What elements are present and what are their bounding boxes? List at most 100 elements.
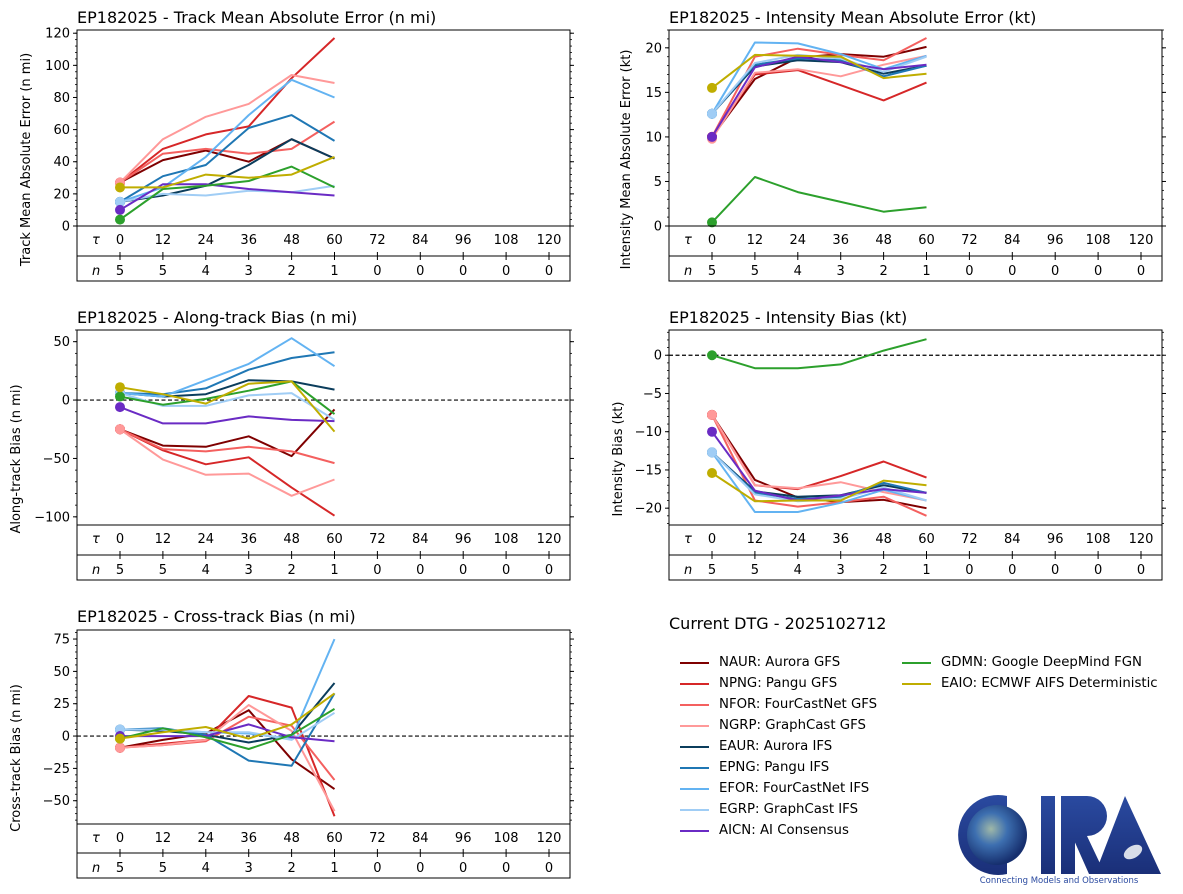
chart-title: EP182025 - Intensity Mean Absolute Error…	[669, 8, 1036, 27]
tau-tick-label: 96	[1047, 233, 1064, 248]
series-marker-aicn	[707, 426, 717, 437]
tau-axis-label: τ	[92, 831, 100, 846]
n-count-value: 5	[751, 563, 759, 578]
tau-tick-label: 0	[116, 831, 124, 846]
series-line-npng	[119, 37, 336, 184]
tau-tick-label: 108	[1086, 233, 1111, 248]
y-tick-label: 120	[45, 27, 70, 42]
legend-label: EPNG: Pangu IFS	[719, 760, 830, 775]
logo-letter-c	[958, 795, 1007, 875]
tau-tick-label: 12	[747, 532, 764, 547]
series-line-egrp	[119, 392, 336, 421]
n-count-value: 0	[459, 563, 467, 578]
tau-tick-label: 84	[412, 532, 429, 547]
legend-item-eaio: EAIO: ECMWF AIFS Deterministic	[902, 673, 1158, 694]
tau-tick-label: 84	[1004, 233, 1021, 248]
series-line-npng	[711, 69, 927, 138]
n-count-row	[668, 255, 1163, 282]
tau-tick-label: 48	[875, 233, 892, 248]
tau-tick-label: 36	[832, 233, 849, 248]
n-count-value: 4	[794, 563, 802, 578]
series-marker-aicn	[115, 402, 125, 413]
y-tick-label: 20	[53, 187, 70, 202]
n-count-value: 2	[287, 563, 295, 578]
series-line-ngrp	[119, 428, 335, 497]
legend-swatch	[680, 808, 709, 811]
series-marker-ngrp	[115, 742, 125, 753]
n-count-value: 4	[794, 264, 802, 279]
tau-tick-label: 96	[455, 831, 472, 846]
series-line-ngrp	[711, 54, 927, 140]
tau-axis-label: τ	[684, 233, 692, 248]
legend-item-eaur: EAUR: Aurora IFS	[680, 736, 877, 757]
n-count-value: 4	[202, 563, 210, 578]
n-count-value: 0	[1094, 563, 1102, 578]
series-marker-egrp	[707, 447, 717, 458]
tau-tick-label: 36	[240, 532, 257, 547]
legend-swatch	[902, 661, 931, 664]
legend-swatch	[680, 787, 709, 790]
tau-tick-label: 12	[747, 233, 764, 248]
tau-tick-label: 84	[1004, 532, 1021, 547]
series-marker-ngrp	[707, 409, 717, 420]
tau-axis-label: τ	[92, 233, 100, 248]
legend-swatch	[902, 682, 931, 685]
tau-tick-label: 24	[198, 233, 215, 248]
legend-item-aicn: AICN: AI Consensus	[680, 820, 877, 841]
tau-tick-label: 60	[918, 532, 935, 547]
legend-column-2: GDMN: Google DeepMind FGN EAIO: ECMWF AIF…	[902, 652, 1158, 694]
logo-letter-a	[1095, 796, 1161, 874]
n-count-value: 4	[202, 264, 210, 279]
n-count-value: 2	[879, 563, 887, 578]
series-line-nfor	[119, 428, 335, 465]
tau-tick-label: 60	[326, 532, 343, 547]
n-count-value: 0	[1094, 264, 1102, 279]
y-tick-label: −5	[643, 387, 662, 402]
n-count-value: 1	[922, 264, 930, 279]
n-count-value: 5	[159, 563, 167, 578]
n-count-value: 2	[287, 861, 295, 876]
y-tick-label: −50	[43, 452, 70, 467]
y-axis-label: Cross-track Bias (n mi)	[9, 684, 24, 832]
chart-panel-4: EP182025 - Intensity Bias (kt) Intensity …	[611, 308, 1166, 581]
logo-earth	[967, 805, 1027, 865]
series-marker-aicn	[707, 131, 717, 142]
tau-tick-label: 120	[1129, 233, 1154, 248]
series-marker-eaio	[707, 468, 717, 478]
series-line-ngrp	[119, 704, 336, 812]
y-tick-label: 10	[645, 130, 662, 145]
logo-letter-r	[1061, 796, 1107, 874]
series-marker-gdmn	[707, 350, 717, 361]
n-count-value: 2	[879, 264, 887, 279]
series-line-eaio	[119, 692, 336, 740]
n-count-value: 0	[459, 861, 467, 876]
series-line-epng	[119, 692, 336, 767]
tau-tick-label: 72	[961, 532, 978, 547]
n-count-row	[76, 852, 571, 879]
tau-tick-label: 108	[494, 532, 519, 547]
tau-tick-label: 24	[790, 532, 807, 547]
legend-label: EAUR: Aurora IFS	[719, 739, 833, 754]
legend-item-egrp: EGRP: GraphCast IFS	[680, 799, 877, 820]
tau-tick-label: 36	[240, 831, 257, 846]
series-marker-eaio	[115, 382, 125, 393]
tau-tick-label: 108	[1086, 532, 1111, 547]
tau-tick-label: 72	[369, 831, 386, 846]
plot-frame	[76, 629, 571, 825]
n-count-value: 0	[1137, 264, 1145, 279]
tau-tick-label: 72	[369, 233, 386, 248]
legend-label: NFOR: FourCastNet GFS	[719, 697, 878, 712]
y-tick-label: −20	[635, 502, 662, 517]
n-count-value: 3	[837, 563, 845, 578]
n-count-value: 3	[245, 563, 253, 578]
y-axis-label: Along-track Bias (n mi)	[9, 384, 24, 533]
series-line-gdmn	[711, 176, 927, 224]
series-marker-egrp	[707, 108, 717, 119]
n-row-label: n	[92, 861, 100, 876]
tau-tick-label: 36	[240, 233, 257, 248]
y-tick-label: 0	[654, 220, 662, 235]
tau-tick-label: 48	[283, 532, 300, 547]
chart-title: EP182025 - Intensity Bias (kt)	[669, 308, 907, 327]
chart-title: EP182025 - Cross-track Bias (n mi)	[77, 607, 356, 626]
chart-panel-2: EP182025 - Intensity Mean Absolute Error…	[619, 8, 1166, 282]
